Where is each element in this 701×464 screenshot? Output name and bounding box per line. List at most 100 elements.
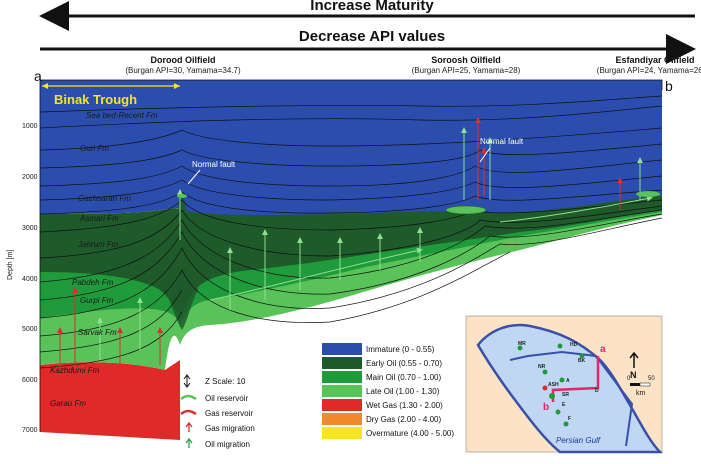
depth-tick: 5000 xyxy=(22,326,38,333)
normal-fault-annotation-1: Normal fault xyxy=(187,160,236,185)
legend-label-wet-gas: Wet Gas (1.30 - 2.00) xyxy=(366,401,443,410)
soroosh-reservoir xyxy=(445,205,487,215)
formation-label: Jahrum Fm xyxy=(77,240,119,249)
field-marker xyxy=(559,377,565,383)
depth-tick: 6000 xyxy=(22,377,38,384)
svg-text:Normal fault: Normal fault xyxy=(192,160,236,169)
legend-swatch-late-oil xyxy=(322,385,362,397)
oilfield-dorood-api: (Burgan API=30, Yamama=34.7) xyxy=(125,66,241,75)
formation-label: Gachsaran Fm xyxy=(78,194,131,203)
boundary-line xyxy=(509,350,634,447)
symbol-legend: Z Scale: 10 Oil reservoir Gas reservoir … xyxy=(180,374,255,449)
svg-text:Gas migration: Gas migration xyxy=(205,424,255,433)
field-marker xyxy=(579,353,585,359)
z-scale-item: Z Scale: 10 xyxy=(183,374,246,388)
formation-label: Gurpi Fm xyxy=(80,296,114,305)
legend-label-overmature: Overmature (4.00 - 5.00) xyxy=(366,429,454,438)
binak-trough-marker: Binak Trough xyxy=(42,83,180,107)
map-field-label: HD xyxy=(570,342,578,348)
esfandiyar-reservoir xyxy=(636,191,660,197)
gas-reservoir-item: Gas reservoir xyxy=(180,409,253,418)
oil-migration-item: Oil migration xyxy=(185,437,250,449)
depth-tick: 3000 xyxy=(22,225,38,232)
svg-text:Z Scale: 10: Z Scale: 10 xyxy=(205,377,246,386)
gas-reservoir-icon xyxy=(180,409,197,416)
increase-maturity-header: Increase Maturity xyxy=(39,0,695,31)
z-scale-icon xyxy=(183,374,191,388)
map-field-label: BK xyxy=(578,358,586,364)
depth-tick: 2000 xyxy=(22,174,38,181)
oil-migration-arrows xyxy=(97,127,653,360)
field-marker xyxy=(517,345,523,351)
legend-label-main-oil: Main Oil (0.70 - 1.00) xyxy=(366,373,441,382)
binak-trough-label: Binak Trough xyxy=(54,92,137,107)
normal-fault-annotation-2: Normal fault xyxy=(479,137,524,163)
map-field-label: SR xyxy=(562,392,569,398)
field-marker xyxy=(557,343,563,349)
gas-migration-arrows xyxy=(57,117,623,380)
decrease-api-label: Decrease API values xyxy=(299,28,445,45)
svg-text:N: N xyxy=(630,370,637,380)
decrease-api-header: Decrease API values xyxy=(40,28,696,64)
map-field-label: E xyxy=(562,402,566,408)
legend-swatch-wet-gas xyxy=(322,399,362,411)
map-scale-bar: 0 50 km xyxy=(627,376,655,397)
dorood-anticline xyxy=(165,190,198,330)
map-field-label: F xyxy=(568,416,571,422)
map-point-a: a xyxy=(600,344,606,355)
formation-label: Asmari Fm xyxy=(79,214,119,223)
horizon-lines xyxy=(39,95,663,369)
oilfield-soroosh-api: (Burgan API=25, Yamama=28) xyxy=(412,66,521,75)
oil-reservoir-icon xyxy=(180,394,197,401)
persian-gulf-label: Persian Gulf xyxy=(556,436,601,445)
map-field-label: D xyxy=(595,388,599,394)
dorood-reservoir xyxy=(177,194,187,198)
legend-swatch-early-oil xyxy=(322,357,362,369)
legend-swatch-overmature xyxy=(322,427,362,439)
map-point-b: b xyxy=(543,402,549,413)
legend-label-late-oil: Late Oil (1.00 - 1.30) xyxy=(366,387,440,396)
oilfield-dorood: Dorood Oilfield xyxy=(151,55,216,65)
formation-label: Guri Fm xyxy=(80,144,109,153)
legend-label-dry-gas: Dry Gas (2.00 - 4.00) xyxy=(366,415,441,424)
oilfield-esfandiyar-api: (Burgan API=24, Yamama=26) xyxy=(597,66,701,75)
oilfield-esfandiyar: Esfandiyar Oilfield xyxy=(615,55,694,65)
map-field-label: A xyxy=(566,378,570,384)
formation-label: Kazhdumi Fm xyxy=(50,366,100,375)
map-field-label: ASH xyxy=(548,382,559,388)
legend-swatch-dry-gas xyxy=(322,413,362,425)
legend-swatch-immature xyxy=(322,343,362,355)
legend-label-immature: Immature (0 - 0.55) xyxy=(366,345,435,354)
section-label-a: a xyxy=(34,68,42,84)
formation-label: Garau Fm xyxy=(50,399,86,408)
maturity-legend: Immature (0 - 0.55) Early Oil (0.55 - 0.… xyxy=(322,343,454,439)
map-field-label: MR xyxy=(518,341,526,347)
svg-text:50: 50 xyxy=(648,376,655,382)
cross-section xyxy=(39,79,663,440)
oilfield-soroosh: Soroosh Oilfield xyxy=(431,55,501,65)
field-marker xyxy=(542,369,548,375)
north-arrow: N xyxy=(629,351,639,380)
map-field-label: NR xyxy=(538,364,546,370)
formation-label: Sarvak Fm xyxy=(78,328,117,337)
oil-reservoir-item: Oil reservoir xyxy=(180,394,248,403)
inset-map: MR HD BK NR A ASH SR D E F a b Persian G… xyxy=(465,315,664,454)
immature-zone xyxy=(40,80,662,215)
field-marker xyxy=(555,409,561,415)
formation-label: Sea bed-Recent Fm xyxy=(86,111,158,120)
section-label-b: b xyxy=(665,78,673,94)
field-marker xyxy=(563,421,569,427)
gas-migration-icon xyxy=(185,421,193,432)
depth-axis: 1000 2000 3000 4000 5000 6000 7000 Depth… xyxy=(7,123,38,434)
gas-migration-item: Gas migration xyxy=(185,421,255,433)
field-marker xyxy=(549,393,555,399)
wet-gas-zone xyxy=(40,360,180,440)
oil-migration-icon xyxy=(185,437,193,448)
north-arrow-icon xyxy=(629,351,639,368)
depth-axis-label: Depth [m] xyxy=(7,250,14,280)
svg-text:km: km xyxy=(636,390,646,397)
field-marker xyxy=(542,385,548,391)
formation-label: Pabdeh Fm xyxy=(72,278,114,287)
depth-tick: 7000 xyxy=(22,427,38,434)
svg-text:Normal fault: Normal fault xyxy=(480,137,524,146)
